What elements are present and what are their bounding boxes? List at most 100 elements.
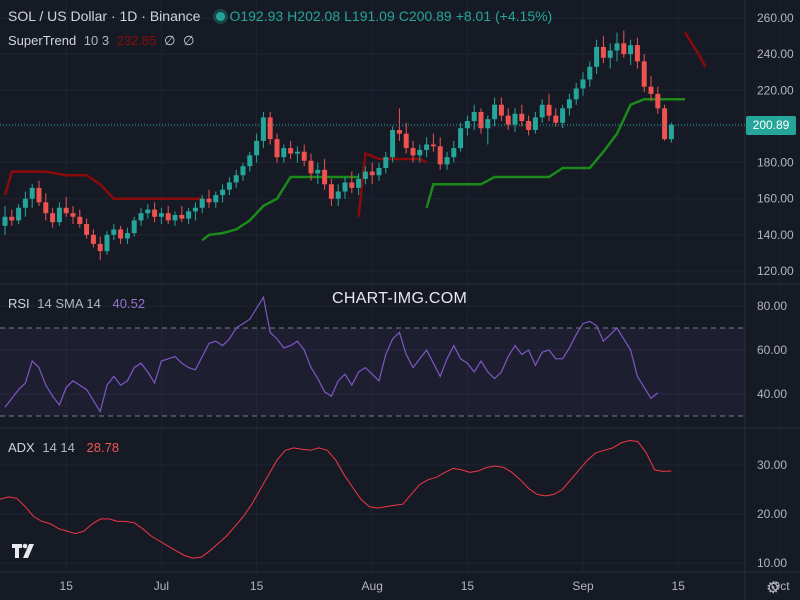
candle-down xyxy=(505,115,511,125)
tradingview-logo-icon xyxy=(12,543,34,558)
candle-down xyxy=(553,115,559,123)
candle-down xyxy=(267,117,273,140)
adx-axis-label: 30.00 xyxy=(757,458,787,472)
candle-up xyxy=(281,148,287,158)
time-axis-label: 15 xyxy=(250,579,264,593)
price-axis-label: 240.00 xyxy=(757,47,794,61)
supertrend-legend[interactable]: SuperTrend 10 3 232.85 ∅ ∅ xyxy=(8,33,198,49)
candle-up xyxy=(145,209,151,214)
candle-up xyxy=(342,182,348,192)
candle-down xyxy=(600,46,606,58)
rsi-axis-label: 40.00 xyxy=(757,387,787,401)
candle-up xyxy=(111,229,117,235)
candle-down xyxy=(634,45,640,62)
adx-params: 14 14 xyxy=(42,440,75,455)
rsi-legend[interactable]: RSI 14 SMA 14 40.52 xyxy=(8,296,149,311)
supertrend-up-line xyxy=(425,98,685,209)
candle-up xyxy=(485,119,491,129)
adx-value: 28.78 xyxy=(86,440,120,455)
supertrend-up-line xyxy=(201,175,359,242)
candle-up xyxy=(458,128,464,149)
candle-down xyxy=(322,169,328,185)
candle-up xyxy=(417,149,423,156)
candle-down xyxy=(308,160,314,174)
gear-icon[interactable]: ⚙ xyxy=(766,580,781,597)
price-axis-label: 160.00 xyxy=(757,192,794,206)
high-value: 202.08 xyxy=(297,8,341,24)
candle-up xyxy=(539,104,545,118)
adx-line xyxy=(0,439,672,559)
candle-up xyxy=(424,144,430,150)
rsi-name: RSI xyxy=(8,296,30,311)
candle-down xyxy=(36,187,42,203)
high-label: H xyxy=(287,8,298,24)
candle-down xyxy=(118,229,124,239)
candle-up xyxy=(668,124,674,140)
candle-up xyxy=(580,79,586,89)
open-value: 192.93 xyxy=(240,8,284,24)
candle-up xyxy=(22,198,28,208)
candle-down xyxy=(70,213,76,217)
candle-up xyxy=(594,46,600,67)
rsi-value: 40.52 xyxy=(112,296,146,311)
candle-up xyxy=(220,189,226,196)
supertrend-params: 10 3 xyxy=(83,33,110,48)
time-axis-label: Sep xyxy=(572,579,594,593)
candle-up xyxy=(226,182,232,190)
time-axis-label: 15 xyxy=(60,579,74,593)
candle-down xyxy=(9,216,15,221)
candle-up xyxy=(254,140,260,156)
candle-down xyxy=(84,224,90,235)
candle-up xyxy=(247,155,253,167)
candle-up xyxy=(492,104,498,120)
candle-up xyxy=(213,195,219,203)
candle-down xyxy=(641,61,647,87)
candle-down xyxy=(77,216,83,225)
candle-up xyxy=(138,213,144,221)
time-axis-label: 15 xyxy=(461,579,475,593)
candle-up xyxy=(464,121,470,129)
candle-up xyxy=(376,167,382,176)
candle-up xyxy=(56,207,62,223)
candle-up xyxy=(260,117,266,141)
candle-down xyxy=(97,243,103,252)
low-label: L xyxy=(344,8,352,24)
candle-up xyxy=(2,216,8,226)
candle-down xyxy=(152,209,158,217)
supertrend-down-line xyxy=(683,31,707,68)
live-dot-icon xyxy=(216,11,226,21)
candle-up xyxy=(315,169,321,174)
candle-down xyxy=(90,234,96,244)
adx-legend[interactable]: ADX 14 14 28.78 xyxy=(8,440,123,455)
candle-down xyxy=(621,43,627,55)
candle-up xyxy=(124,233,130,239)
candle-up xyxy=(628,45,634,55)
candle-up xyxy=(512,113,518,125)
candle-down xyxy=(43,202,49,214)
candle-up xyxy=(356,178,362,188)
candle-up xyxy=(131,220,137,234)
candle-down xyxy=(50,213,56,223)
supertrend-name: SuperTrend xyxy=(8,33,77,48)
price-axis-label: 120.00 xyxy=(757,264,794,278)
last-price-label: 200.89 xyxy=(746,116,796,135)
candle-up xyxy=(233,175,239,183)
time-axis-label: Oct xyxy=(771,579,790,593)
low-value: 191.09 xyxy=(351,8,395,24)
rsi-params: 14 SMA 14 xyxy=(37,296,101,311)
candle-up xyxy=(614,43,620,51)
rsi-line xyxy=(4,295,659,414)
candle-down xyxy=(396,130,402,134)
supertrend-value: 232.85 xyxy=(116,33,157,48)
candle-down xyxy=(165,213,171,221)
candle-down xyxy=(662,108,668,140)
candle-up xyxy=(390,130,396,158)
candle-down xyxy=(328,184,334,199)
price-axis-label: 140.00 xyxy=(757,228,794,242)
candle-up xyxy=(199,198,205,208)
candle-up xyxy=(29,187,35,199)
symbol-title[interactable]: SOL / US Dollar · 1D · Binance xyxy=(8,8,201,24)
candle-up xyxy=(607,50,613,58)
change-value: +8.01 (+4.15%) xyxy=(455,8,553,24)
